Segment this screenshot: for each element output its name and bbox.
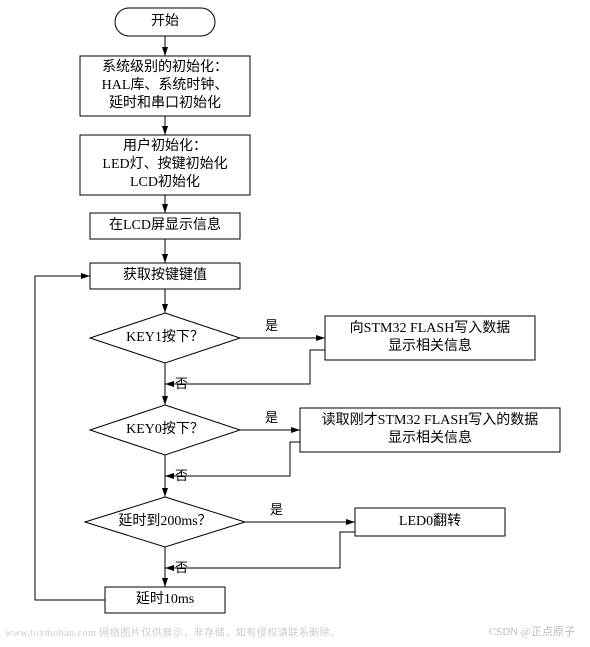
node-key1-text: KEY1按下？ — [126, 329, 204, 345]
edge-label-7: 否 — [175, 560, 188, 575]
node-init2: 用户初始化：LED灯、按键初始化LCD初始化 — [80, 135, 250, 195]
node-delay10-text: 延时10ms — [136, 591, 194, 607]
node-init1: 系统级别的初始化：HAL库、系统时钟、延时和串口初始化 — [80, 56, 250, 116]
node-write-text: 显示相关信息 — [388, 337, 472, 354]
flowchart: 开始系统级别的初始化：HAL库、系统时钟、延时和串口初始化用户初始化：LED灯、… — [0, 0, 590, 647]
node-read-text: 显示相关信息 — [388, 429, 472, 446]
node-read-text: 读取刚才STM32 FLASH写入的数据 — [322, 411, 539, 428]
node-key0: KEY0按下？ — [90, 405, 240, 455]
node-start: 开始 — [115, 8, 215, 36]
edge-label-6: 否 — [175, 468, 188, 483]
edge-14 — [35, 276, 105, 600]
node-init1-text: 延时和串口初始化 — [109, 94, 221, 111]
edge-label-10: 是 — [270, 502, 283, 517]
node-lcd-text: 在LCD屏显示信息 — [109, 216, 221, 233]
edge-label-9: 是 — [265, 410, 278, 425]
node-lcd: 在LCD屏显示信息 — [90, 213, 240, 239]
node-read: 读取刚才STM32 FLASH写入的数据显示相关信息 — [300, 408, 560, 452]
node-init1-text: 系统级别的初始化： — [102, 58, 228, 75]
node-write: 向STM32 FLASH写入数据显示相关信息 — [325, 316, 535, 360]
node-delay10: 延时10ms — [105, 587, 225, 613]
node-init2-text: LED灯、按键初始化 — [102, 155, 227, 172]
watermark-author: CSDN @正点原子 — [489, 623, 575, 639]
edge-label-5: 否 — [175, 376, 188, 391]
node-init2-text: LCD初始化 — [130, 173, 200, 190]
node-led-text: LED0翻转 — [399, 513, 461, 529]
watermark-source: www.toymoban.com 网络图片仅供展示，非存储，如有侵权请联系删除。 — [5, 624, 341, 639]
edge-label-8: 是 — [265, 318, 278, 333]
node-getkey: 获取按键键值 — [90, 263, 240, 289]
node-led: LED0翻转 — [355, 508, 505, 536]
node-getkey-text: 获取按键键值 — [123, 267, 207, 283]
node-delay200: 延时到200ms？ — [85, 497, 245, 547]
node-key0-text: KEY0按下？ — [126, 421, 204, 437]
node-init1-text: HAL库、系统时钟、 — [102, 76, 229, 93]
node-key1: KEY1按下？ — [90, 313, 240, 363]
node-delay200-text: 延时到200ms？ — [118, 513, 211, 529]
node-write-text: 向STM32 FLASH写入数据 — [350, 320, 511, 336]
node-start-text: 开始 — [151, 13, 179, 29]
node-init2-text: 用户初始化： — [123, 137, 207, 154]
